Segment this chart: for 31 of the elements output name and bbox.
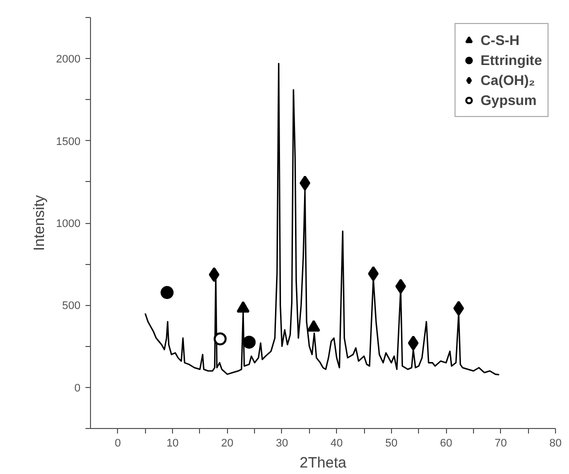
y-tick-label: 2000	[56, 54, 81, 66]
legend-label: Ettringite	[480, 51, 542, 69]
legend-label: C-S-H	[480, 31, 520, 49]
legend-label: Ca(OH)₂	[480, 71, 535, 89]
x-tick-label: 30	[276, 438, 288, 450]
point	[453, 300, 464, 316]
x-tick-label: 80	[549, 438, 562, 450]
point	[408, 336, 419, 351]
point	[307, 320, 320, 332]
point	[208, 267, 220, 282]
x-tick-label: 40	[330, 438, 343, 450]
x-tick-label: 10	[166, 438, 179, 450]
point	[160, 286, 174, 300]
x-tick-label: 0	[114, 438, 121, 450]
point	[300, 176, 310, 191]
x-tick-label: 50	[385, 438, 398, 450]
x-tick-label: 70	[494, 438, 507, 450]
point	[214, 332, 227, 346]
y-tick-label: 0	[74, 382, 81, 394]
x-tick-label: 20	[221, 438, 234, 450]
point	[242, 336, 256, 349]
point	[236, 301, 250, 313]
point	[368, 266, 379, 282]
y-axis-title: Intensity	[31, 194, 48, 251]
x-axis-title: 2Theta	[300, 454, 348, 472]
x-tick-label: 60	[440, 438, 452, 450]
y-tick-label: 1000	[56, 218, 81, 230]
legend-label: Gypsum	[480, 91, 537, 109]
y-tick-label: 500	[62, 300, 81, 312]
y-tick-label: 1500	[56, 136, 81, 148]
point	[395, 278, 406, 294]
